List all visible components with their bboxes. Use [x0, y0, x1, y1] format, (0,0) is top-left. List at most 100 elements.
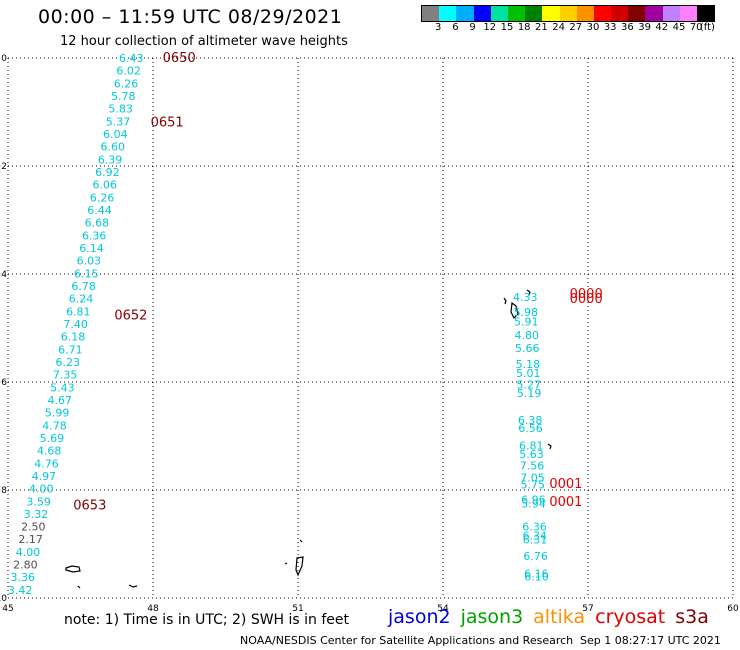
axis-ticks: 45 48 51 54 57 60 0 −2 −4 −6 −8 −10: [0, 54, 739, 614]
time-label: 0001: [549, 477, 582, 492]
map-grid: [7, 57, 734, 599]
page-subtitle: 12 hour collection of altimeter wave hei…: [60, 34, 348, 49]
x-tick-label: 60: [727, 604, 739, 614]
time-label: 0651: [151, 116, 184, 131]
scale-swatch: [439, 6, 457, 21]
scale-swatch: [507, 6, 526, 21]
color-scale-labels: 3 6 9 12 15 18 21 24 27 30 33 36 39 42 45 70 (ft): [421, 22, 740, 34]
y-tick-label: −10: [0, 594, 7, 604]
legend-item-cryosat: cryosat: [595, 606, 666, 628]
wave-height-label: 6.39: [98, 153, 123, 166]
coastline-shape: [526, 289, 531, 296]
wave-height-label: 6.81: [66, 305, 91, 318]
wave-height-label: 6.10: [524, 570, 549, 583]
wave-height-label: 6.56: [518, 422, 543, 435]
wave-height-label: 6.38: [518, 414, 543, 427]
wave-height-label: 6.78: [71, 280, 96, 293]
scale-swatch: [679, 6, 697, 21]
satellite-legend: jason2 jason3 altika cryosat s3a: [388, 606, 719, 628]
wave-height-label: 3.36: [10, 571, 35, 584]
wave-height-label: 4.78: [42, 419, 67, 432]
time-label: 0652: [114, 309, 147, 324]
wave-height-label: 2.17: [18, 533, 43, 546]
y-tick-label: −2: [0, 162, 7, 172]
wave-height-label: 6.36: [82, 229, 107, 242]
wave-height-label: 6.16: [524, 568, 549, 581]
y-tick-label: 0: [1, 54, 7, 64]
scale-label: 33: [603, 22, 617, 33]
legend-item-jason3: jason3: [460, 606, 524, 628]
wave-height-label: 6.31: [523, 534, 548, 547]
wave-height-label: 5.78: [111, 90, 136, 103]
wave-height-label: 2.80: [13, 559, 38, 572]
wave-height-label: 3.59: [26, 495, 51, 508]
coastline-shape: [295, 556, 304, 577]
scale-label: 36: [621, 22, 634, 33]
wave-height-label: 5.75: [521, 479, 546, 492]
track-west: 6.436.026.265.785.835.376.046.606.396.92…: [8, 52, 144, 597]
scale-label: 70: [689, 22, 703, 33]
wave-height-label: 2.50: [21, 521, 46, 534]
scale-label: (ft): [699, 22, 715, 33]
wave-height-label: 4.00: [29, 483, 54, 496]
coastline-shape: [65, 565, 81, 573]
scale-label: 18: [517, 22, 531, 33]
x-tick-label: 45: [2, 604, 13, 614]
scale-swatch: [697, 6, 715, 21]
wave-height-label: 6.26: [114, 77, 139, 90]
wave-height-label: 6.68: [85, 217, 110, 230]
wave-height-label: 5.91: [514, 316, 539, 329]
track-east: 4.33 5.985.914.805.66 5.185.015.275.19 6.38…: [513, 291, 549, 583]
scale-swatch: [559, 6, 577, 21]
scale-label: 27: [569, 22, 583, 33]
x-tick-label: 57: [582, 604, 593, 614]
wave-height-label: 5.99: [45, 407, 70, 420]
scale-swatch: [662, 6, 680, 21]
wave-height-label: 5.27: [517, 379, 542, 392]
wave-height-label: 6.23: [55, 356, 80, 369]
wave-height-label: 7.40: [63, 318, 88, 331]
wave-height-label: 5.01: [516, 367, 541, 380]
scale-swatch: [490, 6, 508, 21]
wave-height-label: 6.15: [74, 267, 99, 280]
scale-swatch: [576, 6, 594, 21]
wave-height-label: 6.24: [69, 293, 94, 306]
y-tick-label: −6: [0, 378, 7, 388]
scale-swatch: [473, 6, 491, 21]
wave-height-label: 6.03: [77, 255, 102, 268]
scale-label: 15: [500, 22, 514, 33]
wave-height-label: 6.26: [90, 191, 115, 204]
scale-label: 3: [435, 22, 442, 33]
wave-height-label: 7.05: [520, 472, 545, 485]
time-label: 0000: [570, 292, 603, 307]
coastline-shape: [77, 585, 81, 589]
scale-label: 42: [655, 22, 669, 33]
wave-height-label: 6.60: [100, 141, 125, 154]
x-tick-label: 51: [292, 604, 303, 614]
wave-height-label: 5.43: [50, 381, 75, 394]
scale-label: 9: [469, 22, 476, 33]
x-tick-label: 48: [147, 604, 159, 614]
legend-item-jason2: jason2: [388, 606, 451, 628]
wave-height-label: 6.92: [95, 166, 120, 179]
wave-height-label: 5.19: [517, 387, 542, 400]
scale-swatch: [456, 6, 474, 21]
wave-height-label: 6.04: [103, 128, 128, 141]
scale-label: 24: [552, 22, 565, 33]
y-tick-label: −8: [0, 486, 7, 496]
scale-label: 45: [672, 22, 686, 33]
footer-credit: NOAA/NESDIS Center for Satellite Applica…: [240, 634, 574, 647]
wave-height-label: 5.98: [514, 306, 539, 319]
time-label: 0000: [570, 287, 603, 302]
scale-label: 30: [586, 22, 600, 33]
wave-height-label: 5.18: [516, 358, 541, 371]
legend-item-altika: altika: [533, 606, 586, 628]
wave-height-label: 6.81: [519, 440, 544, 453]
coastline-shape: [128, 584, 138, 588]
scale-swatch: [422, 6, 440, 21]
page-title: 00:00 – 11:59 UTC 08/29/2021: [38, 6, 343, 28]
wave-height-label: 5.66: [515, 342, 540, 355]
wave-height-label: 6.06: [93, 179, 118, 192]
wave-height-label: 4.67: [48, 394, 73, 407]
legend-item-s3a: s3a: [675, 606, 709, 628]
